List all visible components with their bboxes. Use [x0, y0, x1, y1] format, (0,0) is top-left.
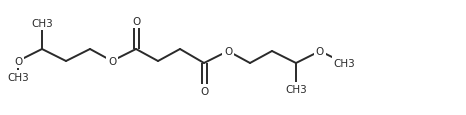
Text: CH3: CH3 [285, 84, 307, 94]
Text: CH3: CH3 [31, 19, 53, 29]
Text: O: O [14, 56, 22, 66]
Text: O: O [224, 47, 232, 56]
Text: CH3: CH3 [333, 59, 355, 68]
Text: O: O [316, 47, 324, 56]
Text: CH3: CH3 [7, 72, 29, 82]
Text: O: O [108, 56, 116, 66]
Text: O: O [200, 86, 208, 96]
Text: O: O [132, 17, 140, 27]
